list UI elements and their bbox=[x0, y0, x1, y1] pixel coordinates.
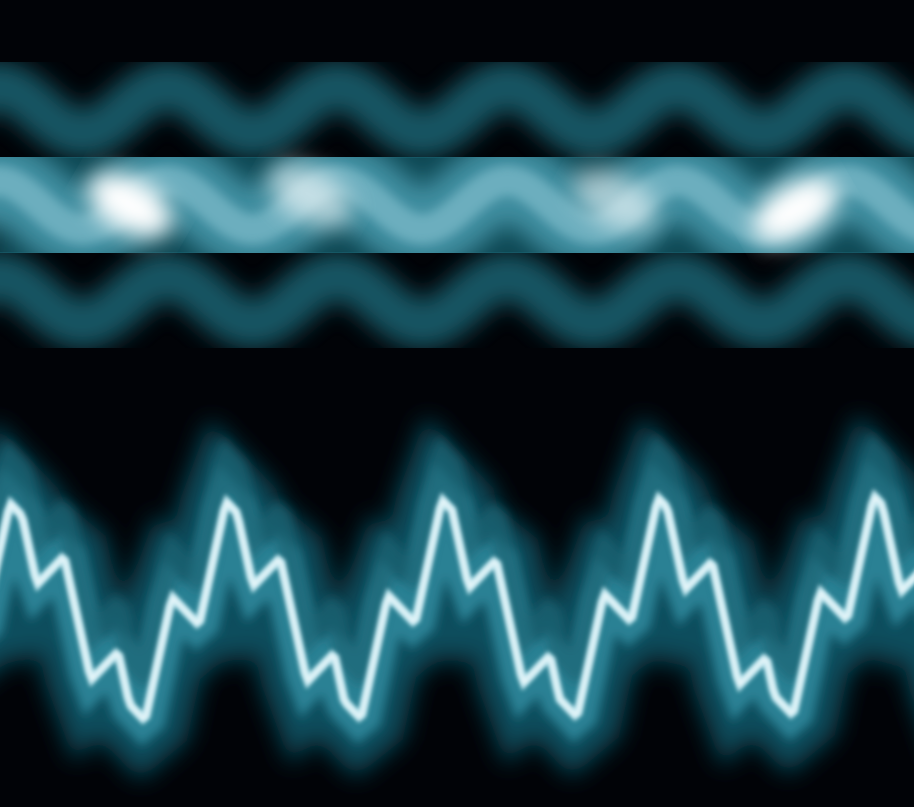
highlight bbox=[88, 172, 172, 238]
highlight bbox=[268, 162, 352, 228]
zigzag-line bbox=[0, 494, 914, 721]
lower-band bbox=[0, 250, 914, 350]
upper-band bbox=[0, 60, 914, 160]
zigzag-shadow bbox=[0, 431, 914, 689]
highlight bbox=[573, 167, 657, 233]
zigzag-wave bbox=[0, 414, 914, 780]
highlight bbox=[753, 177, 837, 243]
soft-wave bbox=[0, 45, 914, 365]
